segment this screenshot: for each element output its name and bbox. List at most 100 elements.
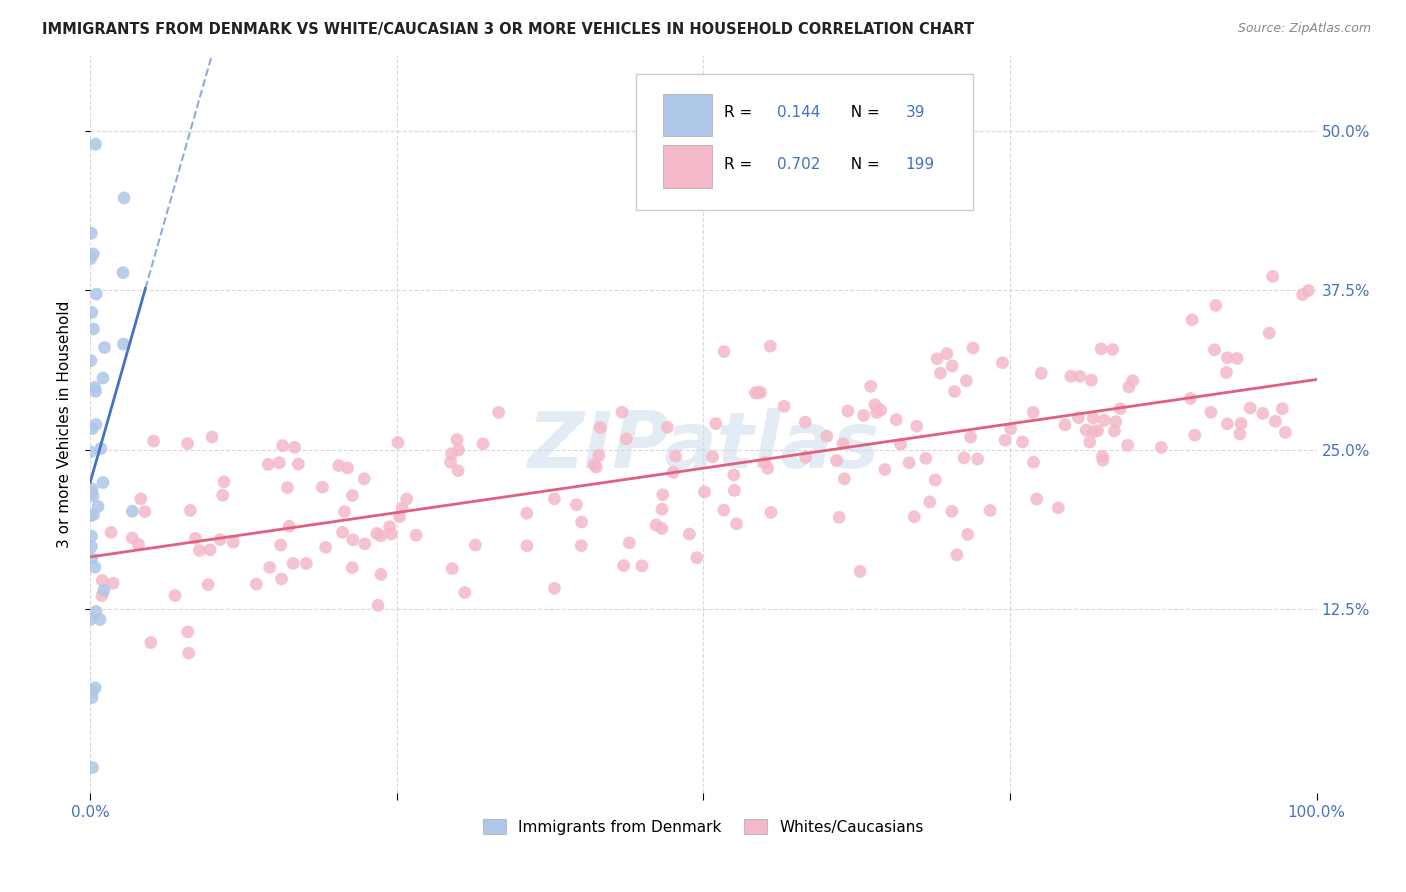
Point	[93, 341, 115, 355]
Point	[828, 510, 851, 524]
Point	[134, 505, 156, 519]
Point	[395, 491, 418, 506]
Point	[212, 475, 235, 489]
Point	[966, 452, 988, 467]
Point	[100, 525, 122, 540]
Point	[1118, 380, 1140, 394]
Point	[79, 252, 101, 266]
Point	[925, 351, 948, 366]
Point	[121, 531, 143, 545]
Point	[271, 439, 294, 453]
Point	[142, 434, 165, 448]
Point	[543, 582, 565, 596]
Point	[1069, 369, 1091, 384]
Point	[82, 508, 104, 522]
Point	[955, 374, 977, 388]
Point	[1184, 428, 1206, 442]
Text: 0.702: 0.702	[778, 157, 820, 172]
Point	[569, 539, 592, 553]
Point	[91, 475, 114, 490]
Point	[693, 485, 716, 500]
Point	[832, 436, 855, 450]
Point	[959, 430, 981, 444]
Point	[747, 385, 769, 400]
Point	[1216, 351, 1239, 365]
Bar	[662, 94, 711, 136]
Point	[1031, 367, 1053, 381]
Point	[1091, 450, 1114, 464]
Point	[1271, 401, 1294, 416]
Text: ZIPatlas: ZIPatlas	[527, 409, 880, 484]
Point	[613, 558, 636, 573]
Point	[270, 572, 292, 586]
Point	[84, 417, 107, 432]
Point	[83, 380, 105, 394]
Point	[82, 684, 104, 698]
Point	[82, 482, 104, 496]
Text: N =: N =	[841, 105, 884, 120]
Point	[84, 137, 107, 152]
Point	[825, 453, 848, 467]
Point	[80, 226, 103, 240]
Point	[139, 635, 162, 649]
Point	[869, 403, 891, 417]
Point	[79, 508, 101, 523]
Point	[128, 537, 150, 551]
Point	[1047, 500, 1070, 515]
Point	[657, 420, 679, 434]
Point	[370, 529, 392, 543]
Text: 0.144: 0.144	[778, 105, 820, 120]
Point	[678, 527, 700, 541]
Point	[914, 451, 936, 466]
Point	[1199, 405, 1222, 419]
Point	[571, 515, 593, 529]
Point	[86, 287, 108, 301]
Point	[82, 422, 104, 436]
Point	[585, 460, 607, 475]
Point	[543, 491, 565, 506]
Point	[80, 485, 103, 500]
Bar	[662, 145, 711, 188]
Point	[257, 458, 280, 472]
Point	[1261, 269, 1284, 284]
Point	[91, 371, 114, 385]
Point	[353, 472, 375, 486]
Point	[723, 483, 745, 498]
Point	[388, 509, 411, 524]
Point	[447, 464, 470, 478]
Point	[370, 567, 392, 582]
Point	[725, 516, 748, 531]
Point	[1298, 284, 1320, 298]
Point	[702, 450, 724, 464]
Point	[794, 415, 817, 429]
Point	[898, 456, 921, 470]
Point	[184, 532, 207, 546]
Text: R =: R =	[724, 157, 758, 172]
Point	[834, 472, 856, 486]
Point	[1258, 326, 1281, 340]
Point	[994, 433, 1017, 447]
Point	[979, 503, 1001, 517]
Point	[918, 495, 941, 509]
Point	[1215, 366, 1237, 380]
Point	[664, 449, 686, 463]
Point	[1150, 441, 1173, 455]
Point	[284, 441, 307, 455]
Point	[380, 527, 402, 541]
Point	[82, 247, 104, 261]
Point	[84, 384, 107, 399]
Point	[188, 543, 211, 558]
Point	[80, 690, 103, 705]
Point	[935, 346, 957, 360]
Point	[328, 458, 350, 473]
Point	[903, 509, 925, 524]
Point	[198, 542, 221, 557]
Point	[1226, 351, 1249, 366]
FancyBboxPatch shape	[636, 73, 973, 211]
Point	[332, 525, 354, 540]
Point	[82, 760, 104, 774]
Point	[849, 565, 872, 579]
Point	[1087, 424, 1109, 438]
Point	[1109, 401, 1132, 416]
Point	[1204, 343, 1226, 357]
